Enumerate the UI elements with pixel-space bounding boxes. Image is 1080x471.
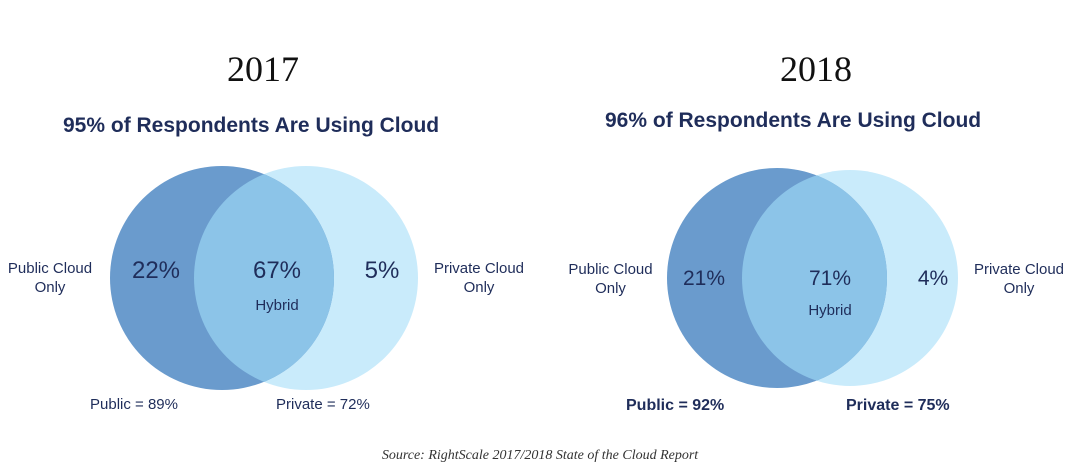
private-only-pct-2017: 5% — [365, 257, 400, 284]
private-total-2018: Private = 75% — [846, 397, 950, 414]
source-caption: Source: RightScale 2017/2018 State of th… — [381, 448, 699, 463]
overlap-region-2018 — [742, 170, 887, 386]
private-cloud-only-line2-2018: Only — [1003, 280, 1035, 297]
private-total-2017: Private = 72% — [276, 396, 370, 413]
hybrid-label-2017: Hybrid — [255, 297, 298, 314]
public-total-2017: Public = 89% — [90, 396, 178, 413]
public-cloud-only-label-2018: Public Cloud Only — [558, 260, 663, 298]
public-cloud-only-line1-2017: Public Cloud — [7, 260, 93, 277]
hybrid-pct-2018: 71% — [809, 267, 851, 290]
hybrid-label-2018: Hybrid — [808, 302, 851, 319]
public-only-pct-2017: 22% — [132, 257, 180, 284]
panel-heading-2017: 95% of Respondents Are Using Cloud — [63, 114, 440, 137]
private-cloud-only-line1-2017: Private Cloud — [433, 260, 525, 277]
public-cloud-only-line2-2018: Only — [595, 280, 626, 297]
private-cloud-only-label-2017: Private Cloud Only — [424, 259, 534, 297]
public-cloud-only-label-2017: Public Cloud Only — [0, 259, 100, 297]
private-cloud-only-line1-2018: Private Cloud — [973, 261, 1065, 278]
private-cloud-only-line2-2017: Only — [463, 279, 495, 296]
hybrid-pct-2017: 67% — [253, 257, 301, 284]
private-cloud-only-label-2018: Private Cloud Only — [964, 260, 1074, 298]
public-cloud-only-line1-2018: Public Cloud — [568, 261, 653, 278]
private-only-pct-2018: 4% — [918, 267, 948, 290]
panel-heading-2018: 96% of Respondents Are Using Cloud — [605, 109, 982, 132]
year-2018: 2018 — [780, 49, 852, 89]
overlap-region-2017 — [194, 166, 334, 390]
public-total-2018: Public = 92% — [626, 397, 725, 414]
public-cloud-only-line2-2017: Only — [34, 279, 66, 296]
public-only-pct-2018: 21% — [683, 267, 725, 290]
year-2017: 2017 — [227, 49, 299, 89]
